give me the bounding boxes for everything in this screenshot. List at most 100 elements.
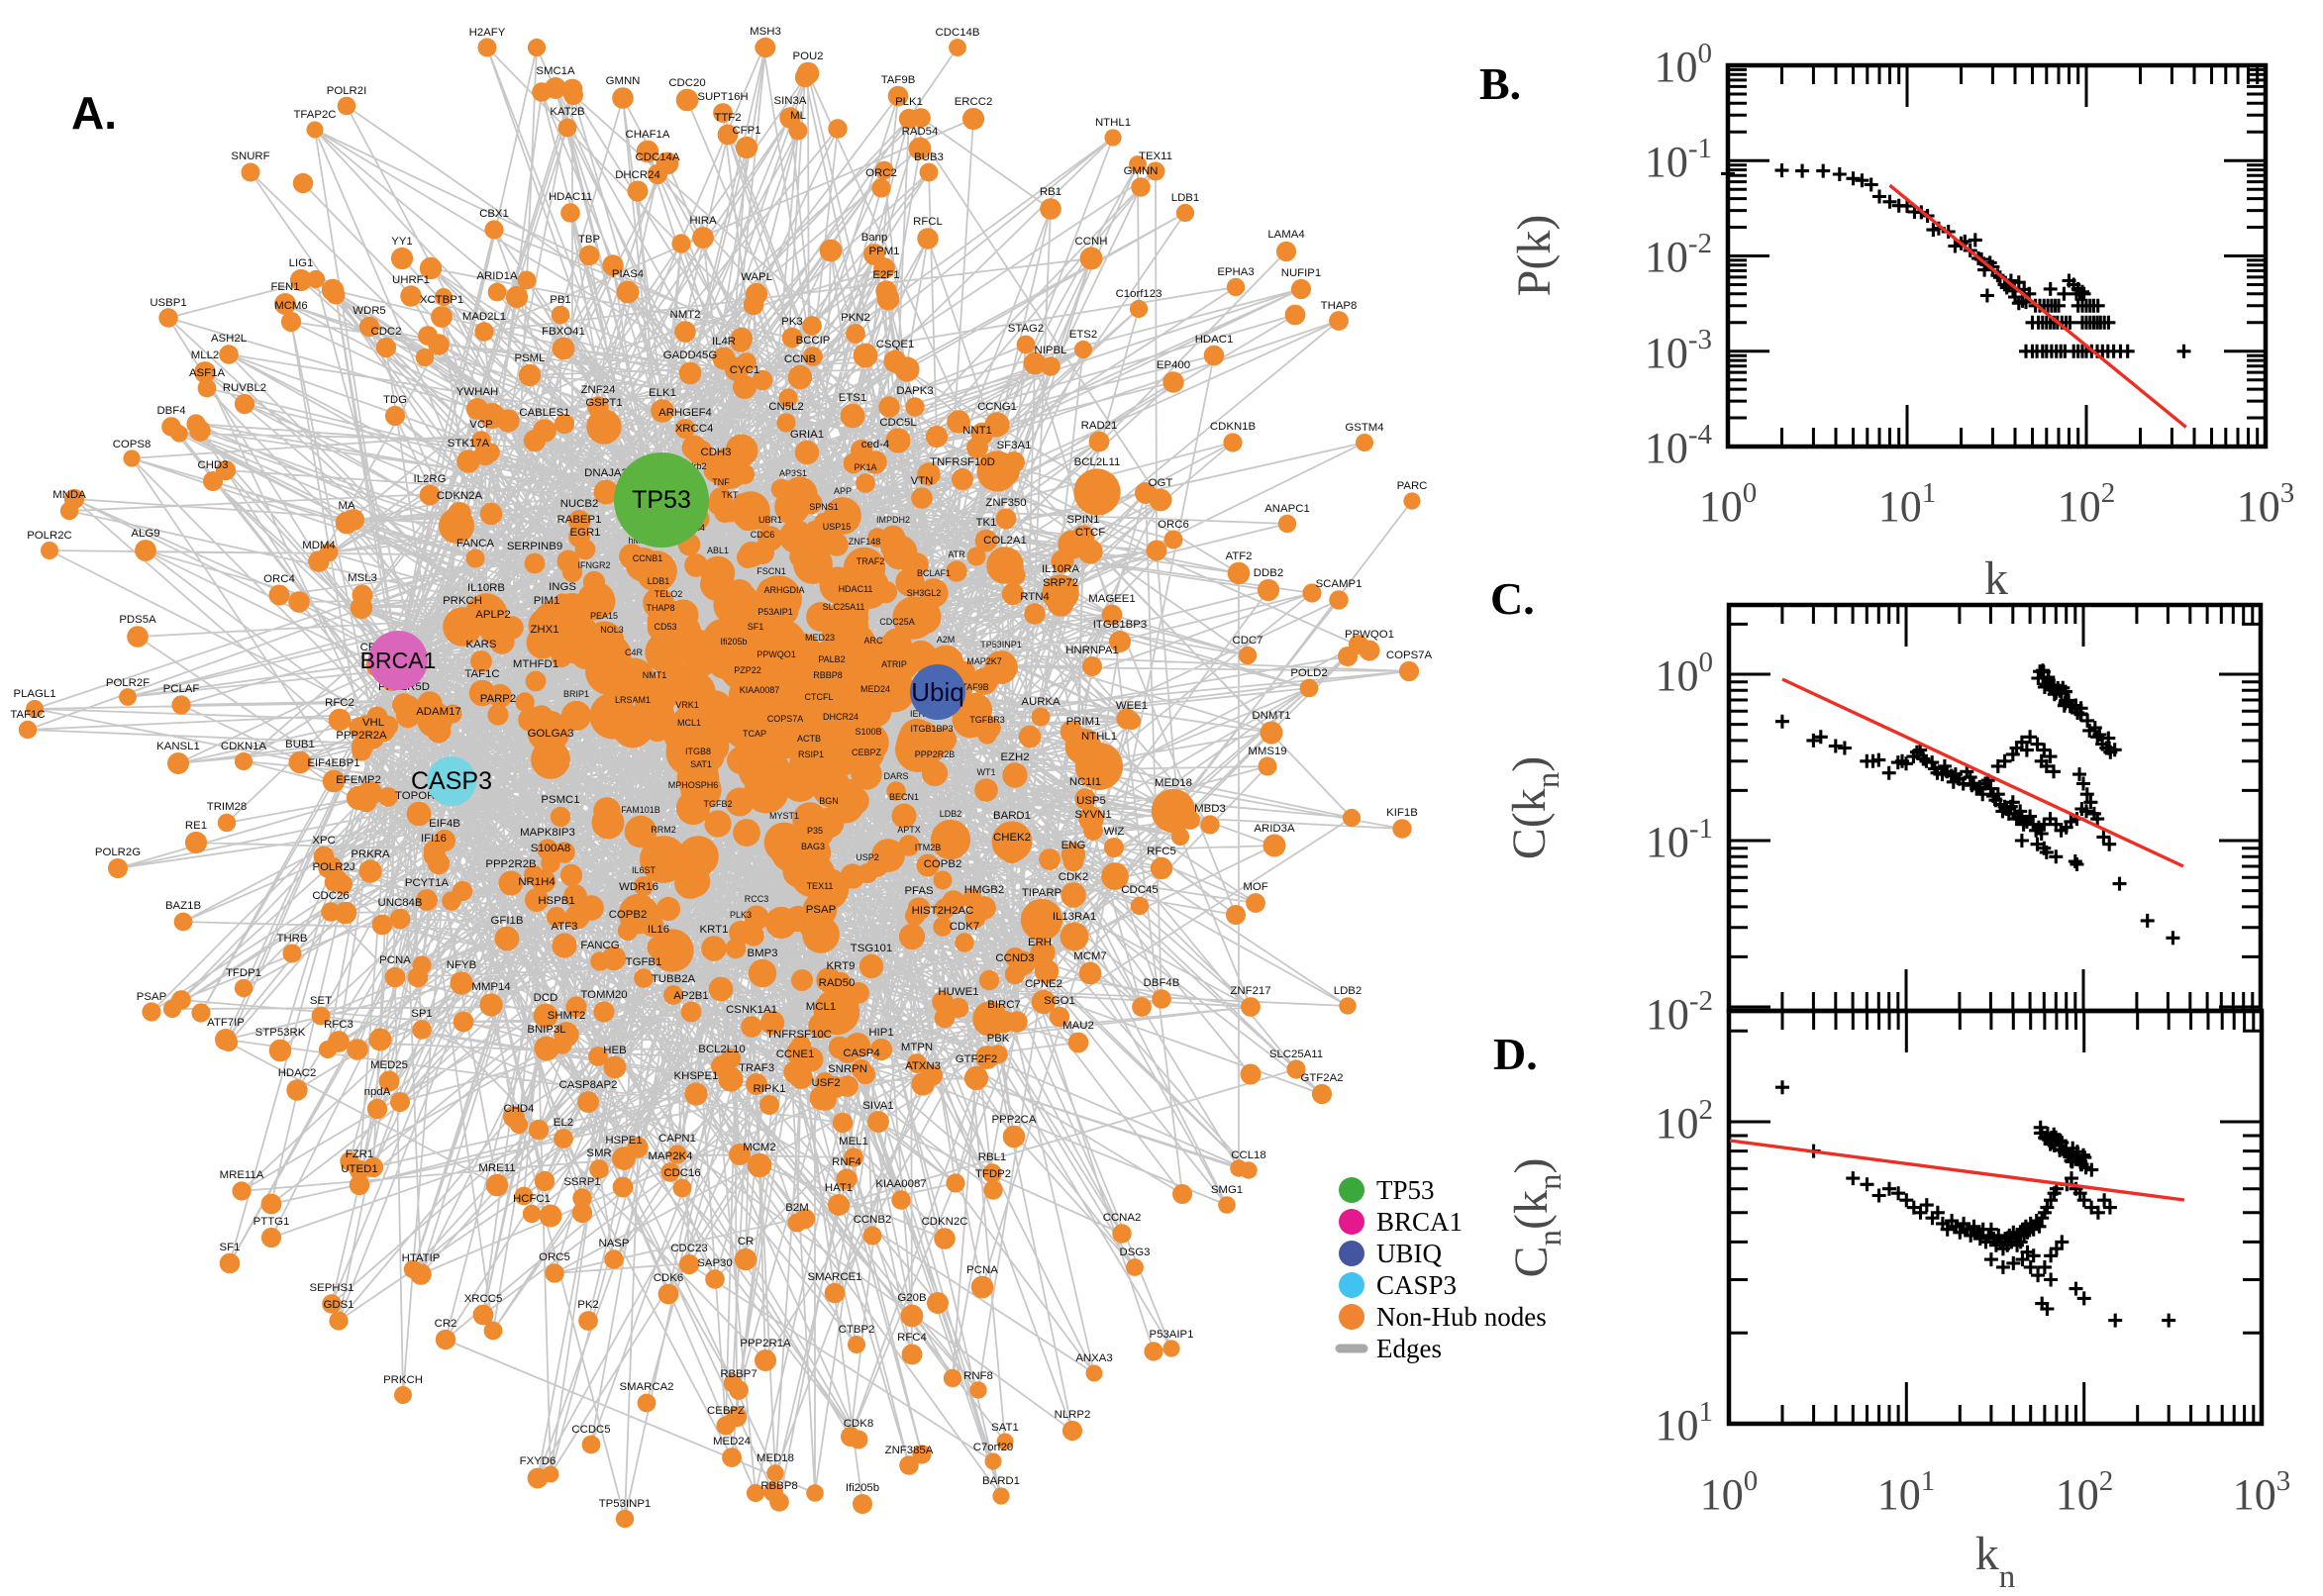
svg-text:VRK1: VRK1: [675, 700, 699, 710]
svg-text:NASP: NASP: [598, 1238, 629, 1249]
svg-text:HSPB1: HSPB1: [538, 895, 574, 907]
svg-text:PCLAF: PCLAF: [163, 683, 200, 695]
svg-text:IL10RA: IL10RA: [1042, 563, 1079, 575]
svg-text:PK2: PK2: [577, 1299, 599, 1311]
svg-text:MSL3: MSL3: [348, 572, 377, 584]
svg-text:TFDP1: TFDP1: [226, 967, 261, 979]
svg-text:GTF2F2: GTF2F2: [956, 1053, 997, 1065]
svg-text:PLAGL1: PLAGL1: [13, 688, 55, 700]
svg-text:TEX11: TEX11: [807, 881, 834, 891]
svg-text:CDC5L: CDC5L: [879, 417, 916, 429]
svg-text:DHCR24: DHCR24: [615, 169, 660, 181]
svg-text:ATF7IP: ATF7IP: [207, 1017, 245, 1029]
svg-text:DAPK3: DAPK3: [896, 385, 933, 397]
svg-text:TGFB1: TGFB1: [626, 956, 662, 968]
svg-text:POLD2: POLD2: [1290, 667, 1327, 679]
svg-text:CDC14A: CDC14A: [636, 151, 680, 163]
svg-text:POLR2F: POLR2F: [106, 677, 150, 689]
svg-text:DBF4B: DBF4B: [1144, 977, 1180, 989]
svg-text:PLK1: PLK1: [895, 96, 923, 108]
svg-text:STAG2: STAG2: [1008, 323, 1045, 335]
svg-text:KAT2B: KAT2B: [550, 106, 584, 118]
svg-text:MPHOSPH6: MPHOSPH6: [668, 780, 719, 790]
svg-text:GSPT1: GSPT1: [585, 397, 622, 409]
svg-text:ZHX1: ZHX1: [530, 624, 558, 636]
svg-text:THRB: THRB: [276, 933, 307, 945]
svg-text:TNFRSF10C: TNFRSF10C: [766, 1029, 832, 1041]
svg-text:MCL1: MCL1: [806, 1001, 836, 1013]
svg-text:VHL: VHL: [362, 717, 384, 729]
svg-text:APLP2: APLP2: [475, 609, 510, 621]
svg-text:POLR2I: POLR2I: [327, 85, 367, 97]
svg-text:SMARCE1: SMARCE1: [807, 1271, 861, 1283]
svg-text:UNC84B: UNC84B: [378, 897, 423, 909]
svg-text:USF2: USF2: [811, 1077, 840, 1089]
svg-text:XCTBP1: XCTBP1: [420, 294, 463, 306]
svg-text:NOL3: NOL3: [600, 625, 624, 635]
svg-text:MED23: MED23: [805, 633, 835, 643]
svg-text:PARP2: PARP2: [480, 693, 517, 705]
svg-text:AURKA: AURKA: [1021, 696, 1060, 708]
svg-text:DNAJA3: DNAJA3: [584, 467, 628, 479]
svg-text:CCNE1: CCNE1: [776, 1048, 815, 1060]
svg-text:APTX: APTX: [897, 825, 921, 835]
svg-text:VCP: VCP: [469, 419, 492, 431]
svg-text:CCNB1: CCNB1: [633, 553, 663, 563]
svg-text:BIRC7: BIRC7: [987, 999, 1021, 1011]
svg-text:THAP8: THAP8: [1321, 300, 1358, 312]
svg-text:PCNA: PCNA: [379, 954, 411, 966]
svg-text:FZR1: FZR1: [346, 1148, 373, 1160]
svg-text:GSTM4: GSTM4: [1345, 422, 1383, 434]
svg-text:TAF1C: TAF1C: [10, 709, 45, 721]
svg-text:DHCR24: DHCR24: [823, 712, 858, 722]
svg-text:A.: A.: [71, 87, 117, 139]
svg-text:CSNK1A1: CSNK1A1: [726, 1004, 777, 1016]
svg-text:ACTB: ACTB: [797, 734, 821, 744]
svg-text:MED18: MED18: [757, 1452, 794, 1464]
svg-text:SIN3A: SIN3A: [774, 95, 807, 107]
svg-text:Edges: Edges: [1376, 1334, 1442, 1363]
svg-text:TP53: TP53: [632, 486, 691, 514]
svg-text:MAU2: MAU2: [1062, 1020, 1094, 1032]
svg-text:COL2A1: COL2A1: [983, 535, 1027, 547]
svg-text:FEN1: FEN1: [270, 281, 299, 293]
svg-text:BNIP3L: BNIP3L: [527, 1024, 565, 1036]
svg-text:SP1: SP1: [411, 1008, 433, 1020]
svg-text:IL2RG: IL2RG: [414, 473, 447, 485]
svg-text:ADAM17: ADAM17: [416, 706, 461, 718]
svg-text:DBF4: DBF4: [156, 405, 185, 417]
svg-text:ATF3: ATF3: [551, 921, 577, 933]
svg-text:RFC5: RFC5: [1147, 846, 1176, 857]
svg-text:CDKN1B: CDKN1B: [1210, 421, 1256, 433]
svg-text:ITM2B: ITM2B: [915, 843, 942, 852]
svg-text:CDC2: CDC2: [370, 326, 401, 338]
svg-text:P53AIP1: P53AIP1: [758, 607, 793, 617]
svg-text:PK3: PK3: [781, 316, 803, 328]
svg-text:HDAC2: HDAC2: [278, 1067, 317, 1079]
svg-text:PRKCH: PRKCH: [383, 1374, 423, 1386]
svg-text:PSAP: PSAP: [137, 991, 166, 1003]
svg-text:CASP3: CASP3: [411, 767, 492, 795]
svg-text:CABLES1: CABLES1: [519, 407, 569, 419]
svg-text:HDAC11: HDAC11: [839, 584, 873, 594]
svg-text:PLK3: PLK3: [730, 910, 752, 920]
svg-text:ZNF148: ZNF148: [849, 537, 881, 547]
svg-text:HDAC1: HDAC1: [1195, 334, 1234, 346]
svg-text:SRP72: SRP72: [1043, 577, 1078, 589]
svg-text:DSG3: DSG3: [1119, 1247, 1150, 1258]
svg-text:LDB1: LDB1: [1171, 192, 1200, 204]
svg-text:CDC45: CDC45: [1121, 884, 1158, 896]
svg-text:FXYD6: FXYD6: [520, 1455, 556, 1467]
svg-text:BARD1: BARD1: [982, 1475, 1020, 1487]
svg-text:POLR2C: POLR2C: [27, 530, 72, 542]
svg-text:COPS8: COPS8: [113, 439, 152, 450]
svg-text:CBX1: CBX1: [479, 208, 509, 220]
svg-text:NFYB: NFYB: [447, 959, 476, 971]
svg-text:CDH3: CDH3: [700, 447, 731, 458]
svg-text:WDR5: WDR5: [353, 305, 386, 317]
svg-text:MAP2K4: MAP2K4: [649, 1150, 693, 1162]
svg-text:TRAF2: TRAF2: [857, 556, 885, 566]
svg-text:GOLGA3: GOLGA3: [528, 728, 574, 740]
svg-text:BCCIP: BCCIP: [796, 335, 831, 347]
svg-text:ASH2L: ASH2L: [211, 333, 247, 345]
